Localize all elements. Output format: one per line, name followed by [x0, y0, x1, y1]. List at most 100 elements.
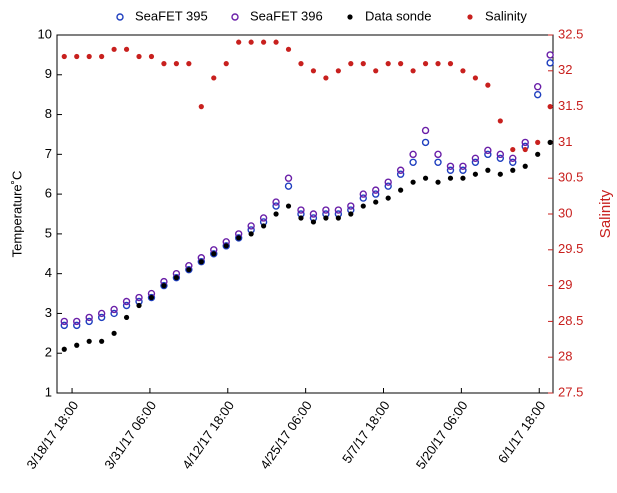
- point: [297, 206, 305, 214]
- point: [359, 190, 367, 198]
- point: [298, 215, 304, 221]
- point: [509, 154, 517, 163]
- point: [123, 314, 130, 321]
- point: [447, 61, 454, 67]
- point: [161, 61, 167, 67]
- point: [434, 150, 442, 159]
- point: [334, 206, 343, 214]
- point: [261, 223, 267, 229]
- point: [310, 68, 317, 74]
- y-tick-label: 3: [45, 305, 52, 320]
- point: [185, 265, 193, 274]
- y2-tick-label: 28.5: [558, 313, 583, 328]
- point: [236, 235, 242, 241]
- point: [147, 293, 156, 302]
- point: [173, 61, 179, 67]
- x-tick-label: 3/18/17 18:00: [23, 398, 81, 472]
- point: [284, 174, 293, 182]
- point: [85, 317, 93, 326]
- point: [135, 293, 143, 302]
- point: [422, 61, 429, 67]
- point: [348, 211, 354, 217]
- point: [497, 171, 503, 177]
- point: [122, 301, 131, 310]
- point: [396, 166, 405, 174]
- point: [347, 202, 355, 210]
- y2-tick-label: 31: [558, 134, 572, 149]
- point: [521, 138, 529, 147]
- point: [522, 146, 528, 153]
- point: [485, 82, 491, 88]
- point: [459, 162, 467, 170]
- point: [298, 61, 304, 67]
- point: [111, 46, 117, 52]
- point: [272, 202, 280, 210]
- y2-tick-label: 31.5: [558, 98, 583, 113]
- point: [222, 242, 230, 250]
- point: [273, 211, 279, 217]
- point: [446, 166, 455, 174]
- point: [198, 104, 204, 110]
- point: [211, 251, 217, 257]
- point: [535, 139, 541, 145]
- point: [384, 182, 392, 190]
- point: [223, 61, 229, 67]
- point: [73, 321, 81, 330]
- point: [210, 250, 218, 258]
- point: [223, 243, 229, 249]
- point: [335, 215, 341, 221]
- point: [186, 61, 192, 67]
- point: [234, 234, 243, 242]
- point: [410, 179, 416, 185]
- point: [360, 61, 366, 67]
- y2-tick-label: 27.5: [558, 384, 583, 399]
- point: [359, 194, 367, 202]
- point: [535, 151, 541, 157]
- point: [372, 190, 380, 198]
- point: [460, 68, 466, 74]
- y-tick-label: 6: [45, 186, 52, 201]
- point: [547, 104, 553, 110]
- y-axis-label: Temperature˚C: [9, 171, 24, 258]
- point: [73, 317, 81, 326]
- point: [510, 146, 516, 153]
- point: [485, 167, 491, 173]
- x-tick-label: 3/31/17 06:00: [101, 398, 159, 472]
- point: [409, 150, 417, 159]
- point: [197, 258, 206, 266]
- point: [384, 178, 392, 186]
- y-tick-label: 7: [45, 146, 52, 161]
- point: [186, 267, 192, 273]
- y2-tick-label: 32: [558, 62, 572, 77]
- point: [323, 75, 329, 81]
- y-tick-label: 2: [45, 345, 52, 360]
- point: [372, 186, 380, 194]
- point: [99, 338, 105, 344]
- point: [373, 199, 379, 205]
- y2-tick-label: 28: [558, 349, 572, 364]
- point: [97, 309, 106, 318]
- point: [110, 305, 118, 314]
- point: [136, 53, 142, 60]
- point: [148, 53, 155, 60]
- point: [533, 83, 542, 91]
- x-tick-label: 6/1/17 18:00: [495, 398, 549, 466]
- point: [60, 321, 68, 330]
- point: [248, 231, 254, 237]
- point: [484, 146, 492, 155]
- point: [398, 61, 404, 67]
- point: [111, 330, 117, 336]
- legend-marker: [116, 13, 124, 21]
- y-tick-label: 8: [45, 106, 52, 121]
- point: [74, 53, 80, 60]
- point: [323, 215, 329, 221]
- point: [99, 53, 105, 60]
- point: [160, 281, 168, 290]
- point: [409, 158, 417, 166]
- point: [421, 126, 430, 135]
- point: [285, 46, 292, 52]
- point: [472, 171, 478, 177]
- point: [259, 214, 268, 222]
- point: [110, 309, 118, 318]
- point: [396, 170, 405, 178]
